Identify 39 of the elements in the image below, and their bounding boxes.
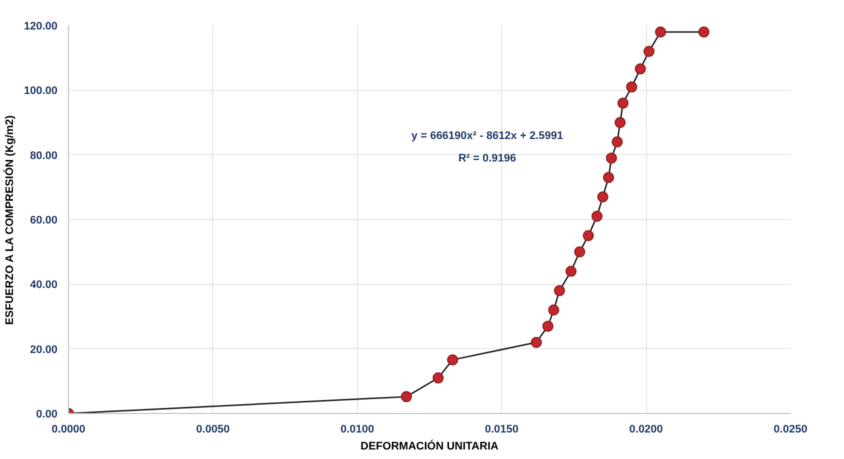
point	[643, 46, 654, 57]
x-tick-label: 0.0050	[196, 424, 230, 436]
point	[566, 266, 577, 277]
point	[400, 391, 412, 402]
point	[612, 136, 623, 148]
x-tick-label: 0.0100	[340, 424, 374, 436]
point	[603, 172, 614, 183]
y-tick-label: 120.00	[24, 20, 58, 32]
point	[574, 246, 586, 258]
x-tick-label: 0.0000	[52, 424, 86, 436]
point	[447, 354, 458, 366]
point	[597, 191, 608, 202]
x-tick-label: 0.0200	[629, 424, 663, 436]
y-tick-label: 20.00	[30, 344, 58, 356]
y-tick-label: 60.00	[30, 214, 58, 226]
point	[698, 26, 710, 38]
point	[554, 285, 565, 296]
point	[542, 320, 554, 332]
y-tick-label: 0.00	[36, 408, 58, 420]
point	[582, 230, 594, 242]
y-tick-label: 40.00	[30, 279, 58, 292]
point	[617, 98, 628, 109]
y-tick-label: 80.00	[30, 150, 58, 162]
x-tick-label: 0.0150	[484, 424, 519, 436]
annotation: y = 666190x² - 8612x + 2.5991	[411, 130, 564, 142]
point	[626, 81, 638, 92]
x-axis-title: DEFORMACIÓN UNITARIA	[360, 440, 499, 452]
x-tick-label: 0.0250	[774, 424, 808, 436]
point	[432, 372, 444, 384]
point	[548, 304, 560, 316]
point	[655, 26, 666, 38]
annotation: R² = 0.9196	[458, 152, 516, 165]
point	[614, 117, 626, 128]
point	[592, 210, 603, 222]
point	[606, 152, 617, 164]
point	[530, 336, 542, 348]
y-axis-title: ESFUERZO A LA COMPRESIÓN (Kg/m2)	[2, 114, 16, 325]
point	[634, 63, 646, 74]
y-tick-label: 100.00	[24, 85, 58, 98]
